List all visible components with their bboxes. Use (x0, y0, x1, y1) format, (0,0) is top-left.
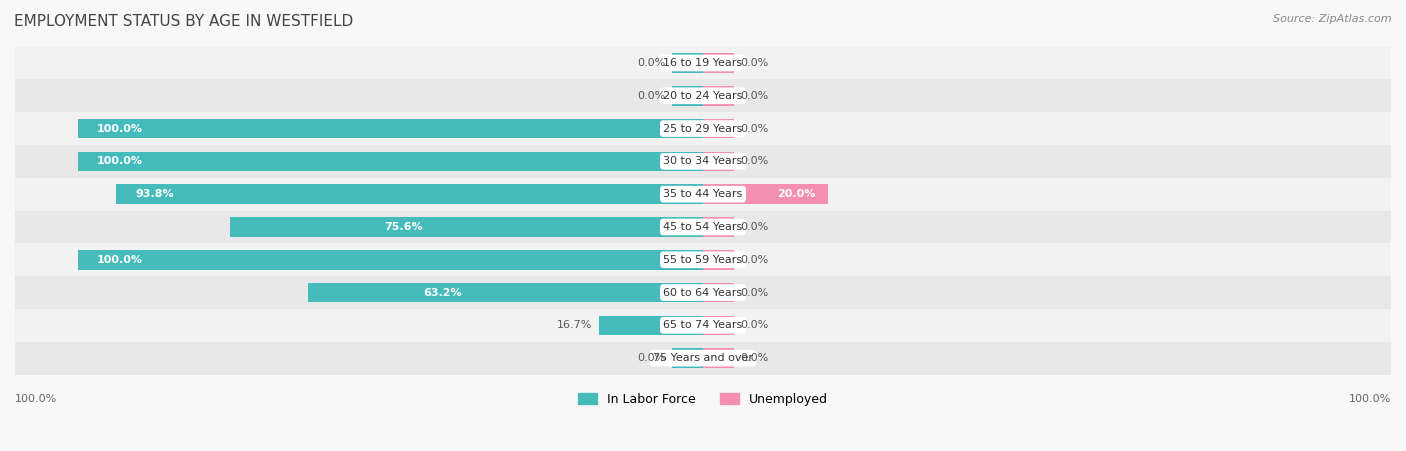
Text: 20 to 24 Years: 20 to 24 Years (664, 91, 742, 101)
Bar (15, 178, 1391, 211)
Text: 0.0%: 0.0% (637, 353, 665, 363)
Bar (703, 119, 734, 138)
Text: 25 to 29 Years: 25 to 29 Years (664, 124, 742, 133)
Bar (117, 184, 703, 204)
Bar (77, 119, 703, 138)
Text: 75.6%: 75.6% (385, 222, 423, 232)
Text: 0.0%: 0.0% (741, 156, 769, 166)
Text: 0.0%: 0.0% (741, 222, 769, 232)
Bar (703, 348, 734, 368)
Text: Source: ZipAtlas.com: Source: ZipAtlas.com (1274, 14, 1392, 23)
Text: 16 to 19 Years: 16 to 19 Years (664, 58, 742, 68)
Bar (703, 152, 734, 171)
Text: 65 to 74 Years: 65 to 74 Years (664, 320, 742, 330)
Bar (15, 276, 1391, 309)
Text: 100.0%: 100.0% (96, 255, 142, 265)
Text: 0.0%: 0.0% (741, 124, 769, 133)
Bar (308, 283, 703, 303)
Bar (599, 316, 703, 335)
Bar (15, 342, 1391, 374)
Text: 0.0%: 0.0% (637, 58, 665, 68)
Bar (15, 244, 1391, 276)
Bar (703, 86, 734, 106)
Legend: In Labor Force, Unemployed: In Labor Force, Unemployed (572, 388, 834, 411)
Bar (703, 217, 734, 237)
Text: EMPLOYMENT STATUS BY AGE IN WESTFIELD: EMPLOYMENT STATUS BY AGE IN WESTFIELD (14, 14, 353, 28)
Text: 0.0%: 0.0% (741, 288, 769, 298)
Bar (672, 53, 703, 73)
Text: 75 Years and over: 75 Years and over (652, 353, 754, 363)
Bar (15, 46, 1391, 79)
Bar (15, 309, 1391, 342)
Text: 60 to 64 Years: 60 to 64 Years (664, 288, 742, 298)
Text: 100.0%: 100.0% (15, 394, 58, 404)
Bar (703, 316, 734, 335)
Text: 63.2%: 63.2% (423, 288, 463, 298)
Text: 35 to 44 Years: 35 to 44 Years (664, 189, 742, 199)
Text: 0.0%: 0.0% (741, 320, 769, 330)
Text: 93.8%: 93.8% (135, 189, 174, 199)
Bar (231, 217, 703, 237)
Text: 0.0%: 0.0% (741, 58, 769, 68)
Bar (15, 79, 1391, 112)
Bar (672, 86, 703, 106)
Bar (703, 184, 828, 204)
Text: 45 to 54 Years: 45 to 54 Years (664, 222, 742, 232)
Bar (77, 152, 703, 171)
Text: 100.0%: 100.0% (96, 124, 142, 133)
Text: 100.0%: 100.0% (1348, 394, 1391, 404)
Bar (703, 283, 734, 303)
Text: 0.0%: 0.0% (741, 353, 769, 363)
Bar (15, 145, 1391, 178)
Text: 16.7%: 16.7% (557, 320, 592, 330)
Bar (703, 53, 734, 73)
Text: 0.0%: 0.0% (637, 91, 665, 101)
Text: 30 to 34 Years: 30 to 34 Years (664, 156, 742, 166)
Bar (77, 250, 703, 270)
Bar (672, 348, 703, 368)
Bar (15, 112, 1391, 145)
Text: 0.0%: 0.0% (741, 255, 769, 265)
Text: 0.0%: 0.0% (741, 91, 769, 101)
Text: 55 to 59 Years: 55 to 59 Years (664, 255, 742, 265)
Text: 20.0%: 20.0% (778, 189, 815, 199)
Text: 100.0%: 100.0% (96, 156, 142, 166)
Bar (703, 250, 734, 270)
Bar (15, 211, 1391, 244)
